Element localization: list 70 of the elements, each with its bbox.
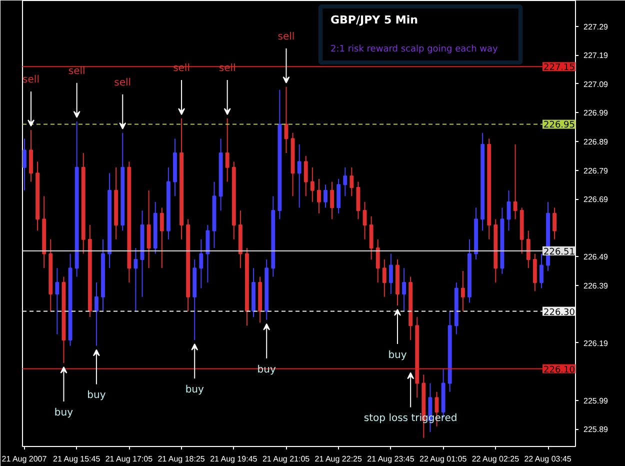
ref-line-label: 226.51 — [544, 247, 575, 258]
candlestick — [350, 166, 354, 197]
ref-line-label: 226.30 — [544, 308, 576, 318]
candlestick — [29, 129, 33, 182]
candlestick — [316, 178, 321, 214]
candlestick — [343, 166, 348, 197]
candlestick — [552, 207, 557, 240]
text: GBP/JPY 5 Min — [330, 14, 418, 26]
candlestick — [369, 216, 374, 260]
x-tick-label: 22 Aug 01:05 — [420, 454, 468, 464]
x-tick-label: 22 Aug 02:25 — [472, 454, 520, 464]
y-tick-label: 227.09 — [584, 80, 609, 89]
candlestick — [356, 181, 360, 220]
y-tick-label: 226.79 — [584, 166, 609, 176]
y-tick-label: 226.99 — [584, 108, 609, 118]
candlestick — [160, 207, 164, 269]
candlestick — [376, 238, 380, 283]
annotation: buy — [185, 384, 204, 396]
x-tick-label: 21 Aug 19:45 — [210, 454, 258, 464]
y-tick-label: 226.89 — [584, 137, 609, 146]
candlestick — [22, 138, 26, 191]
candlestick — [94, 282, 98, 346]
y-tick-label: 226.69 — [584, 195, 609, 204]
candlestick — [134, 247, 138, 312]
candlestick — [324, 184, 328, 208]
candlestick — [330, 181, 334, 220]
candlestick — [513, 144, 518, 220]
x-tick-label: 22 Aug 03:45 — [524, 454, 572, 464]
annotation: sell — [22, 74, 40, 86]
annotation: sell — [278, 31, 295, 42]
y-tick-label: 227.29 — [584, 22, 609, 32]
x-tick-label: 21 Aug 18:25 — [158, 454, 206, 464]
x-tick-label: 21 Aug 2007 — [2, 454, 48, 464]
candlestick — [362, 201, 367, 240]
y-tick-label: 225.99 — [584, 396, 609, 406]
annotation: sell — [68, 66, 86, 77]
candlestick — [460, 270, 465, 312]
candlestick — [225, 118, 230, 182]
candlestick — [526, 230, 530, 269]
candlestick — [532, 253, 537, 292]
ref-line-label: 226.95 — [544, 120, 575, 131]
y-tick-label: 227.19 — [584, 51, 609, 60]
y-tick-label: 226.39 — [584, 281, 609, 290]
annotation: buy — [87, 390, 106, 402]
y-tick-label: 226.19 — [584, 338, 609, 348]
ref-line-label: 227.15 — [544, 63, 575, 74]
candlestick — [382, 258, 386, 298]
ref-line-label: 226.10 — [544, 365, 576, 376]
candlestick — [402, 268, 406, 312]
x-tick-label: 21 Aug 21:05 — [262, 454, 310, 464]
candlestick — [206, 224, 210, 283]
candlestick — [199, 238, 204, 289]
candlestick — [297, 144, 302, 208]
candlestick — [304, 155, 308, 197]
candlestick — [336, 178, 341, 214]
candlestick — [146, 190, 151, 269]
candlestick — [55, 268, 60, 335]
y-tick-label: 226.49 — [584, 252, 609, 262]
annotation: sell — [114, 77, 132, 88]
annotation: buy — [388, 350, 407, 361]
x-tick-label: 21 Aug 22:25 — [314, 454, 362, 464]
candlestick — [388, 253, 393, 294]
candlestick — [310, 166, 314, 202]
candlestick — [539, 253, 544, 289]
text: 2:1 risk reward scalp going each way — [330, 44, 499, 54]
x-tick-label: 21 Aug 17:05 — [105, 454, 154, 464]
x-tick-label: 21 Aug 23:45 — [367, 454, 415, 464]
annotation: buy — [54, 407, 74, 418]
x-tick-label: 21 Aug 15:45 — [53, 454, 101, 464]
y-tick-label: 225.89 — [584, 425, 609, 434]
